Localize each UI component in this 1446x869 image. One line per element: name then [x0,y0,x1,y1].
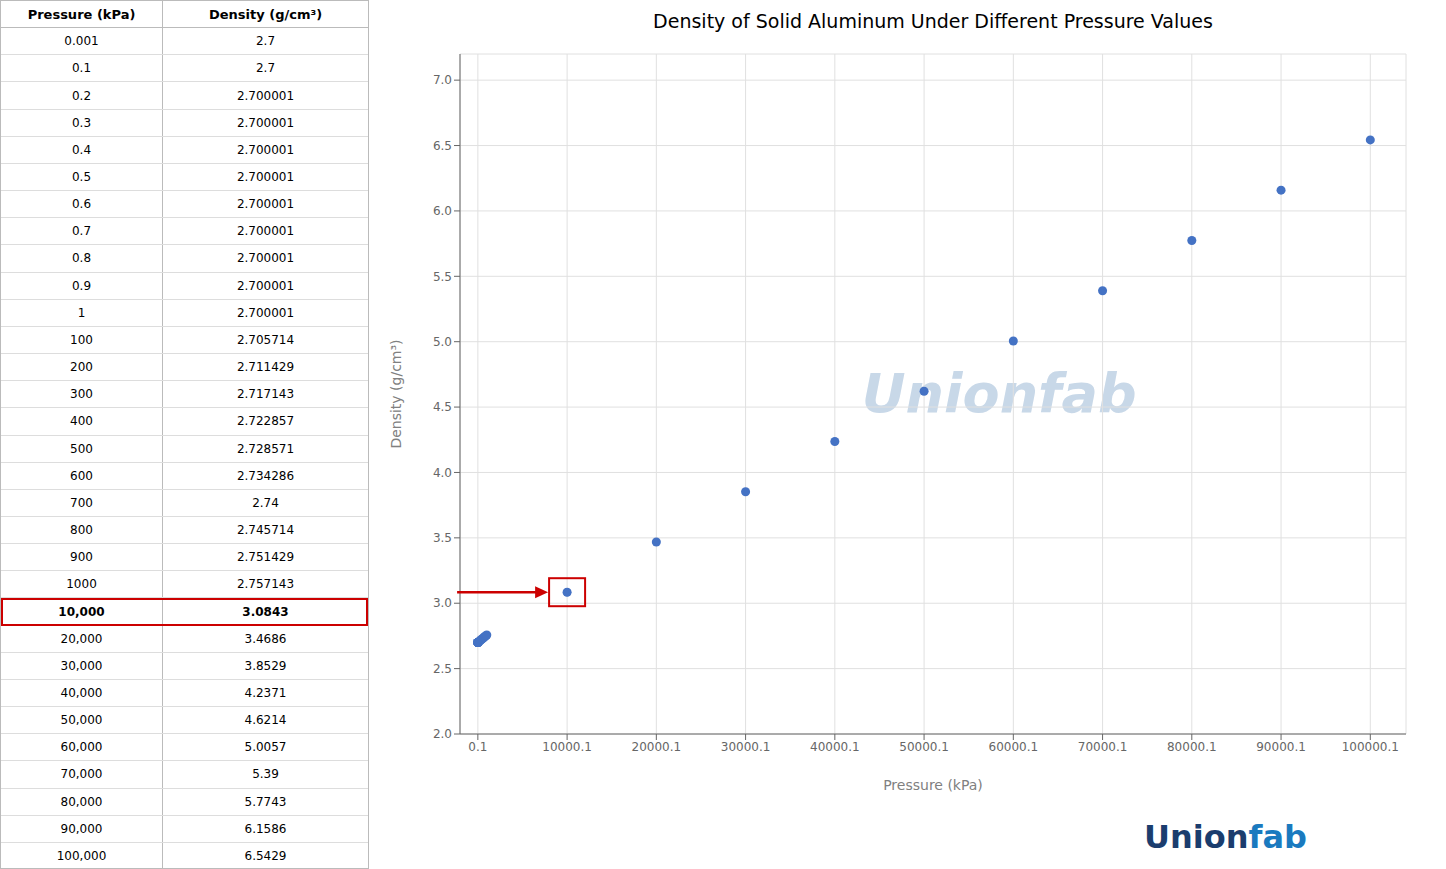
html-text:100: 100 [70,333,93,347]
svg-text:80000.1: 80000.1 [1167,740,1217,754]
html-text:50,000: 50,000 [60,713,103,728]
svg-text:5.0: 5.0 [433,335,452,349]
svg-text:90000.1: 90000.1 [1256,740,1306,754]
html-text:600: 600 [70,468,93,483]
html-text:4.2371: 4.2371 [244,686,287,700]
svg-text:3.0: 3.0 [433,596,452,610]
html-text:2.700001: 2.700001 [236,115,295,130]
html-text:40,000: 40,000 [60,686,103,700]
html-text:0.7: 0.7 [72,224,92,239]
html-text:90,000: 90,000 [60,821,103,836]
html-text:2.757143: 2.757143 [236,577,295,592]
html-text:5.0057: 5.0057 [244,740,287,755]
html-text:6.5429: 6.5429 [244,848,287,863]
svg-text:4.0: 4.0 [433,466,452,480]
svg-text:4.5: 4.5 [433,400,452,414]
html-text:3.4686: 3.4686 [244,631,287,646]
html-text:2.700001: 2.700001 [236,170,295,184]
html-text:300: 300 [70,387,93,402]
html-text:100,000: 100,000 [56,848,107,863]
html-text:800: 800 [70,523,93,537]
html-text:0.001: 0.001 [64,34,99,49]
html-text:0.6: 0.6 [72,197,92,212]
html-text:5.39: 5.39 [252,767,279,782]
html-text:0.8: 0.8 [72,251,92,266]
svg-text:30000.1: 30000.1 [721,740,771,754]
html-text:900: 900 [70,550,93,565]
html-text:0.4: 0.4 [72,142,92,157]
html-text:6.1586: 6.1586 [244,821,287,836]
html-text:70,000: 70,000 [60,767,103,782]
svg-text:2.5: 2.5 [433,662,452,676]
html-text:3.8529: 3.8529 [244,658,287,673]
html-text:2.717143: 2.717143 [236,387,295,402]
html-text:700: 700 [70,495,93,510]
html-text:0.5: 0.5 [72,170,92,184]
html-text:2.700001: 2.700001 [236,278,295,293]
html-text:60,000: 60,000 [60,740,103,755]
svg-text:Density (g/cm³): Density (g/cm³) [388,339,404,448]
html-text:2.751429: 2.751429 [236,550,295,565]
html-text:10,000: 10,000 [58,604,105,619]
svg-text:40000.1: 40000.1 [810,740,860,754]
svg-text:3.5: 3.5 [433,531,452,545]
html-text:Density of Solid Aluminum Unde: Density of Solid Aluminum Under Differen… [653,10,1213,32]
html-text:2.734286: 2.734286 [236,468,295,483]
html-text:400: 400 [70,414,93,429]
html-text:2.711429: 2.711429 [236,360,295,375]
svg-text:60000.1: 60000.1 [989,740,1039,754]
html-text:2.7: 2.7 [256,34,276,49]
svg-text:6.0: 6.0 [433,204,452,218]
svg-text:50000.1: 50000.1 [899,740,949,754]
html-text:Union fab: Union fab [1144,818,1307,856]
html-text:1: 1 [77,305,86,320]
svg-text:0.1: 0.1 [468,740,487,754]
html-text:2.700001: 2.700001 [236,142,295,157]
html-text:0.1: 0.1 [72,61,92,76]
html-text:2.728571: 2.728571 [236,441,295,456]
html-text:500: 500 [70,441,93,456]
html-text:2.700001: 2.700001 [236,197,295,212]
html-text:0.3: 0.3 [72,115,92,130]
html-text:2.745714: 2.745714 [236,523,295,537]
svg-text:2.0: 2.0 [433,727,452,741]
html-text:30,000: 30,000 [60,658,103,673]
html-text:2.705714: 2.705714 [236,333,295,347]
html-text:0.2: 0.2 [72,88,92,103]
html-text:200: 200 [70,360,93,375]
html-text:2.700001: 2.700001 [236,88,295,103]
html-text:1000: 1000 [66,577,97,592]
svg-text:6.5: 6.5 [433,139,452,153]
html-text:2.700001: 2.700001 [236,251,295,266]
html-text:Unionfab: Unionfab [861,362,1137,425]
svg-text:7.0: 7.0 [433,73,452,87]
html-text:80,000: 80,000 [60,794,103,809]
html-text:2.7: 2.7 [256,61,276,76]
html-text:20,000: 20,000 [60,631,103,646]
svg-text:20000.1: 20000.1 [632,740,682,754]
html-text:3.0843: 3.0843 [242,604,289,619]
html-text:Density (g/cm³): Density (g/cm³) [208,6,323,22]
html-text:4.6214: 4.6214 [244,713,287,728]
svg-text:5.5: 5.5 [433,270,452,284]
html-text:2.722857: 2.722857 [236,414,295,429]
svg-text:100000.1: 100000.1 [1342,740,1399,754]
html-text:0.9: 0.9 [72,278,92,293]
svg-text:Pressure (kPa): Pressure (kPa) [883,777,983,793]
svg-text:10000.1: 10000.1 [542,740,592,754]
html-text:Pressure (kPa): Pressure (kPa) [27,6,136,22]
html-text:2.700001: 2.700001 [236,224,295,239]
svg-text:70000.1: 70000.1 [1078,740,1128,754]
html-text:2.700001: 2.700001 [236,305,295,320]
html-text:5.7743: 5.7743 [244,794,287,809]
html-text:2.74: 2.74 [252,495,279,510]
